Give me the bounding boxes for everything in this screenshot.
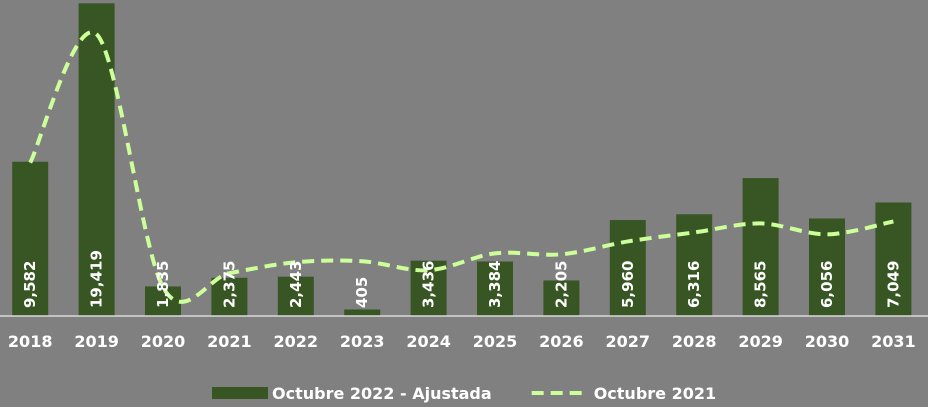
bar [145,286,181,316]
legend-label: Octubre 2022 - Ajustada [272,384,492,403]
data-label: 6,056 [818,261,836,308]
bar [875,202,912,316]
x-tick-label: 2026 [539,332,584,351]
data-label: 19,419 [88,250,106,308]
data-label: 9,582 [21,261,39,308]
data-label: 7,049 [884,261,902,308]
data-label: 6,316 [685,261,703,308]
x-tick-label: 2025 [473,332,518,351]
x-tick-label: 2018 [8,332,53,351]
x-tick-label: 2030 [805,332,850,351]
x-tick-label: 2024 [406,332,451,351]
bar [609,220,646,316]
x-tick-label: 2027 [606,332,651,351]
bar [543,280,580,316]
data-label: 2,443 [287,261,305,308]
x-tick-label: 2028 [672,332,717,351]
data-label: 3,384 [486,261,504,308]
x-tick-label: 2021 [207,332,252,351]
x-tick-label: 2031 [871,332,916,351]
x-tick-label: 2022 [274,332,319,351]
data-label: 405 [353,277,371,308]
data-label: 8,565 [752,261,770,308]
x-tick-label: 2023 [340,332,385,351]
data-label: 2,205 [552,261,570,308]
line-series [28,30,894,304]
legend-swatch [212,387,268,399]
data-label: 5,960 [619,261,637,308]
legend-label: Octubre 2021 [594,384,716,403]
bar [477,261,513,316]
x-tick-label: 2020 [141,332,186,351]
data-label: 3,436 [420,261,438,308]
bar [211,277,248,316]
x-tick-label: 2019 [74,332,119,351]
bar [12,161,49,316]
bar [344,309,381,316]
data-label: 2,375 [220,261,238,308]
bar [277,276,314,316]
data-label: 1,835 [154,261,172,308]
bar [742,178,779,316]
x-tick-label: 2029 [738,332,783,351]
